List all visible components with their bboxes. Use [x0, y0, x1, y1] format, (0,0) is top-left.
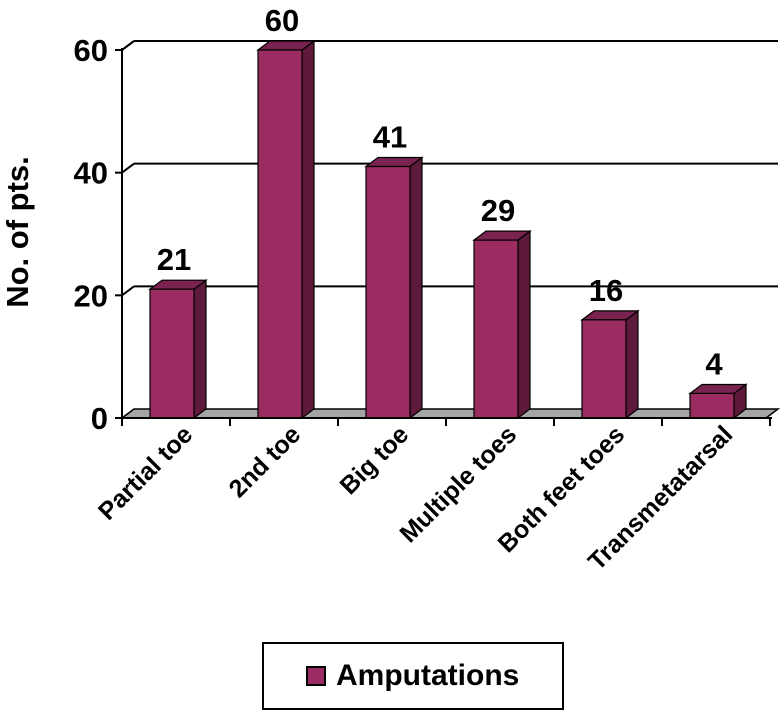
bar: [580, 309, 640, 420]
data-label: 21: [157, 242, 191, 277]
bar: [148, 279, 208, 420]
bar: [688, 383, 748, 420]
y-axis-top-diag: [121, 40, 135, 51]
legend-label: Amputations: [336, 659, 520, 692]
bar: [364, 156, 424, 420]
bar-side: [625, 309, 639, 420]
bar-front: [149, 288, 195, 419]
gridlines: [121, 40, 778, 297]
data-label: 41: [373, 120, 407, 155]
y-tick-label: 60: [74, 33, 108, 68]
y-tick-label: 0: [91, 401, 108, 436]
bar-front: [257, 49, 303, 419]
bar-front: [581, 319, 627, 419]
legend-swatch: [306, 666, 326, 686]
category-label: Big toe: [335, 420, 415, 500]
legend: Amputations: [262, 642, 564, 710]
gridline-diag: [121, 162, 135, 174]
axes: [115, 40, 772, 426]
bar-side: [409, 156, 423, 420]
data-label: 4: [705, 346, 723, 381]
bars: [148, 39, 748, 420]
bar-front: [689, 392, 735, 419]
data-label: 60: [265, 3, 299, 38]
bar-side: [193, 279, 207, 420]
bar-front: [473, 239, 519, 419]
data-label: 29: [481, 193, 515, 228]
floor-plane: [119, 408, 781, 419]
category-label: 2nd toe: [224, 420, 307, 503]
bar-side: [517, 229, 531, 420]
gridline-diag: [121, 285, 135, 297]
y-tick-label: 40: [74, 156, 108, 191]
y-axis-label: No. of pts.: [0, 156, 35, 308]
data-label: 16: [589, 273, 623, 308]
y-tick-label: 20: [74, 278, 108, 313]
chart-floor: [119, 408, 781, 419]
category-label: Partial toe: [93, 420, 198, 525]
bar: [472, 229, 532, 420]
bar: [256, 39, 316, 420]
bar-front: [365, 165, 411, 419]
bar-side: [301, 39, 315, 420]
